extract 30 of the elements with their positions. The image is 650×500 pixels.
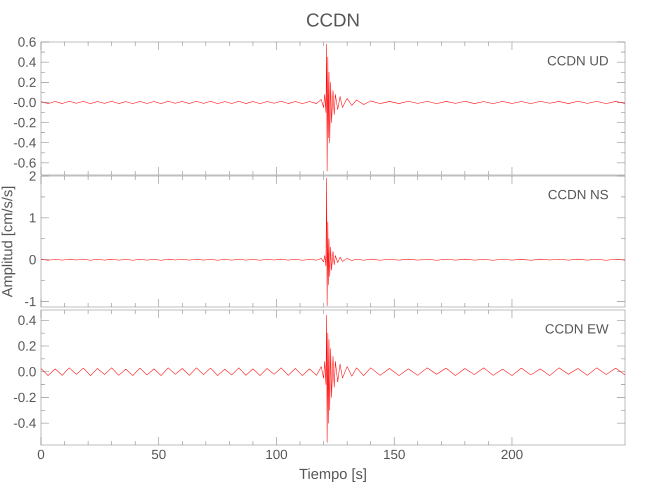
y-axis-title: Amplitud [cm/s/s] xyxy=(2,186,16,298)
y-tick-label: -0.6 xyxy=(14,158,36,168)
y-tick-label: 0.0 xyxy=(18,366,36,376)
chart-title: CCDN xyxy=(306,13,358,27)
x-tick-label: 0 xyxy=(38,450,44,460)
x-tick-label: 150 xyxy=(384,450,405,460)
annotation: CCDN UD xyxy=(548,56,608,66)
y-tick-label: -0.4 xyxy=(14,138,36,148)
x-tick-label: 200 xyxy=(502,450,523,460)
y-tick-label: 0.4 xyxy=(18,57,36,67)
x-tick-label: 100 xyxy=(266,450,288,460)
y-tick-label: 0.2 xyxy=(18,78,36,88)
y-tick-label: 2 xyxy=(30,171,36,181)
y-tick-label: -0.0 xyxy=(14,98,36,108)
annotation: CCDN EW xyxy=(546,324,609,334)
line-series xyxy=(41,314,626,443)
y-tick-label: 0.4 xyxy=(18,316,36,325)
x-tick-label: 50 xyxy=(152,450,166,460)
x-axis-title: Tiempo [s] xyxy=(299,468,366,482)
y-tick-label: 0.2 xyxy=(18,341,36,351)
line-series xyxy=(41,44,626,172)
y-tick-label: -0.2 xyxy=(14,118,36,128)
y-tick-label: 0.6 xyxy=(18,37,36,47)
line-series xyxy=(41,178,626,306)
y-tick-label: -1 xyxy=(25,296,36,306)
annotation: CCDN NS xyxy=(548,190,608,200)
y-tick-label: 1 xyxy=(30,213,36,222)
y-tick-label: 0 xyxy=(29,254,36,264)
y-tick-label: -0.4 xyxy=(14,418,36,428)
y-tick-label: -0.2 xyxy=(14,392,36,402)
